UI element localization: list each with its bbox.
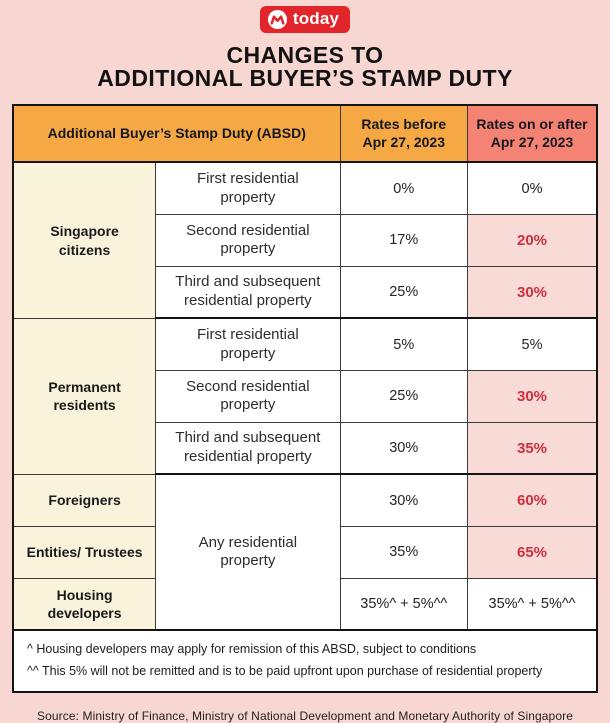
footnotes-row: ^ Housing developers may apply for remis… — [12, 629, 598, 693]
rate-after-cell: 30% — [467, 369, 598, 423]
table-row: Foreigners Any residential property 30% … — [12, 473, 598, 631]
rate-before-cell: 35% — [339, 525, 469, 579]
header-rates-after: Rates on or after Apr 27, 2023 — [467, 104, 598, 164]
table-header-row: Additional Buyer’s Stamp Duty (ABSD) Rat… — [12, 104, 598, 164]
rate-after-cell: 35% — [467, 421, 598, 476]
property-cell: Second residential property — [155, 213, 341, 267]
header-rates-before: Rates before Apr 27, 2023 — [339, 104, 469, 164]
rate-after-cell: 35%^ + 5%^^ — [467, 577, 598, 632]
absd-rates-table: Additional Buyer’s Stamp Duty (ABSD) Rat… — [12, 104, 598, 694]
category-cell: Housing developers — [12, 577, 157, 632]
title-line-2: ADDITIONAL BUYER’S STAMP DUTY — [97, 65, 513, 92]
table-row: Second residential property 25% 30% — [13, 369, 598, 423]
rate-before-cell: 25% — [339, 265, 469, 320]
today-logo-text: today — [292, 9, 340, 28]
category-cell: Foreigners — [12, 473, 157, 527]
rate-after-cell: 0% — [467, 161, 598, 215]
table-row: Third and subsequent residential propert… — [13, 421, 598, 476]
today-logo: today — [259, 6, 351, 33]
property-cell: Third and subsequent residential propert… — [155, 265, 341, 320]
category-cell: Singapore citizens — [12, 161, 157, 319]
property-cell: First residential property — [155, 317, 341, 371]
rate-before-cell: 17% — [339, 213, 469, 267]
table-row: Permanent residents First residential pr… — [12, 317, 598, 475]
footnote-2: ^^ This 5% will not be remitted and is t… — [27, 664, 543, 679]
source-line: Source: Ministry of Finance, Ministry of… — [37, 709, 573, 723]
rate-before-cell: 30% — [339, 473, 469, 527]
table-row: Housing developers 35%^ + 5%^^ 35%^ + 5%… — [12, 577, 598, 632]
header-absd: Additional Buyer’s Stamp Duty (ABSD) — [12, 104, 341, 164]
rate-before-cell: 5% — [339, 317, 469, 371]
rate-before-cell: 0% — [339, 161, 469, 215]
page-title: CHANGES TO ADDITIONAL BUYER’S STAMP DUTY — [0, 41, 610, 92]
rate-after-cell: 65% — [467, 525, 598, 579]
rate-before-cell: 25% — [339, 369, 469, 423]
table-row: Entities/ Trustees 35% 65% — [12, 525, 598, 579]
footnote-1: ^ Housing developers may apply for remis… — [27, 642, 477, 657]
title-line-1: CHANGES TO — [226, 41, 384, 68]
rate-after-cell: 30% — [467, 265, 598, 320]
property-cell: Any residential property — [155, 473, 341, 631]
footnotes-cell: ^ Housing developers may apply for remis… — [12, 629, 598, 693]
table-row: Second residential property 17% 20% — [13, 213, 598, 267]
property-cell: Third and subsequent residential propert… — [155, 421, 341, 476]
table-row: Third and subsequent residential propert… — [13, 265, 598, 320]
rate-before-cell: 35%^ + 5%^^ — [339, 577, 469, 632]
today-m-icon — [267, 9, 288, 30]
rate-after-cell: 5% — [467, 317, 598, 371]
property-cell: First residential property — [155, 161, 341, 215]
category-cell: Entities/ Trustees — [12, 525, 157, 579]
table-row: Singapore citizens First residential pro… — [12, 161, 598, 319]
rate-after-cell: 60% — [467, 473, 598, 527]
category-cell: Permanent residents — [12, 317, 157, 475]
rate-before-cell: 30% — [339, 421, 469, 476]
property-cell: Second residential property — [155, 369, 341, 423]
rate-after-cell: 20% — [467, 213, 598, 267]
logo-row: today — [0, 6, 610, 35]
